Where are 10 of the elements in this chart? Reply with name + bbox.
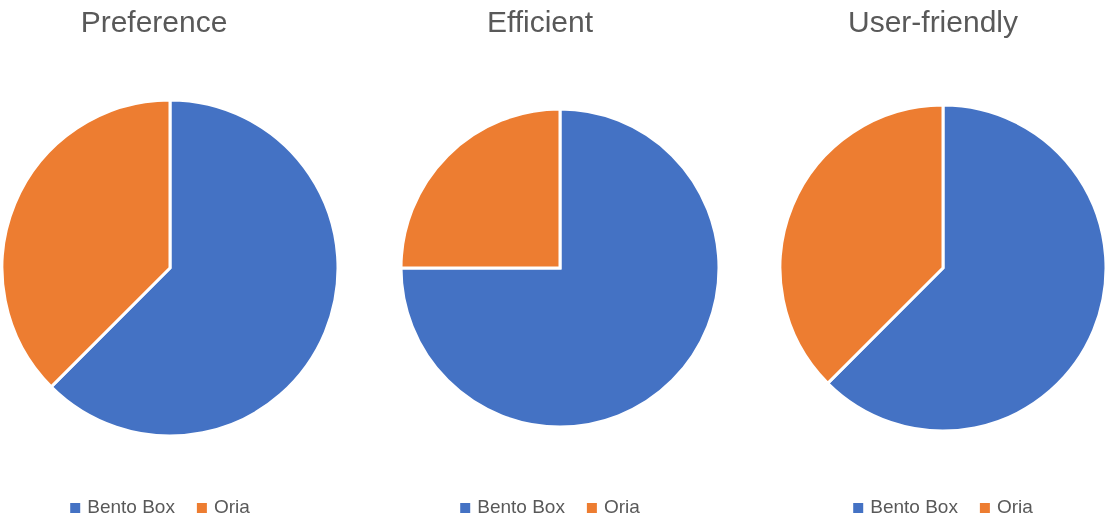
legend-label: Oria (603, 496, 641, 517)
chart-title: Efficient (486, 5, 594, 38)
legend-label: Bento Box (87, 496, 176, 517)
chart-title: Preference (80, 5, 228, 38)
legend-label: Oria (996, 496, 1034, 517)
pie-slice (399, 107, 721, 429)
legend-label: Oria (213, 496, 251, 517)
legend-label: Bento Box (870, 496, 959, 517)
chart-title: User-friendly (847, 5, 1019, 38)
legend-label: Bento Box (477, 496, 566, 517)
